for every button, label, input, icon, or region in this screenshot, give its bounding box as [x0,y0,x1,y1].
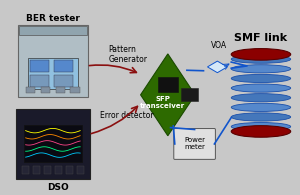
Ellipse shape [231,65,291,73]
Bar [54,75,73,87]
Bar [55,166,62,174]
FancyBboxPatch shape [16,109,90,179]
Text: DSO: DSO [47,183,69,192]
Bar [231,54,291,131]
Bar [70,88,80,93]
Bar [182,88,198,101]
Text: VOA: VOA [211,41,227,50]
Text: Error detector: Error detector [100,111,154,120]
Bar [77,166,84,174]
Bar [33,166,40,174]
Ellipse shape [231,126,291,137]
Bar [66,166,73,174]
Bar [41,88,50,93]
Bar [56,88,65,93]
Text: SFP
transceiver: SFP transceiver [140,96,185,109]
FancyBboxPatch shape [18,26,88,97]
Bar [22,166,29,174]
Polygon shape [141,54,195,136]
Text: BER tester: BER tester [26,14,80,23]
Ellipse shape [231,84,291,92]
Bar [24,125,82,162]
Ellipse shape [231,55,291,63]
Ellipse shape [231,49,291,60]
Bar [30,75,50,87]
Ellipse shape [231,74,291,82]
Bar [44,166,51,174]
Bar [158,77,178,92]
Bar [19,27,87,35]
Bar [26,88,35,93]
Text: SMF link: SMF link [234,33,287,43]
Ellipse shape [231,94,291,102]
FancyBboxPatch shape [174,129,215,159]
Ellipse shape [231,113,291,121]
Polygon shape [208,61,227,73]
Bar [28,58,78,89]
Bar [30,60,50,72]
Text: Pattern
Generator: Pattern Generator [108,45,147,64]
Ellipse shape [231,122,291,131]
Ellipse shape [231,103,291,112]
Text: Power
meter: Power meter [184,137,205,151]
Bar [54,60,73,72]
